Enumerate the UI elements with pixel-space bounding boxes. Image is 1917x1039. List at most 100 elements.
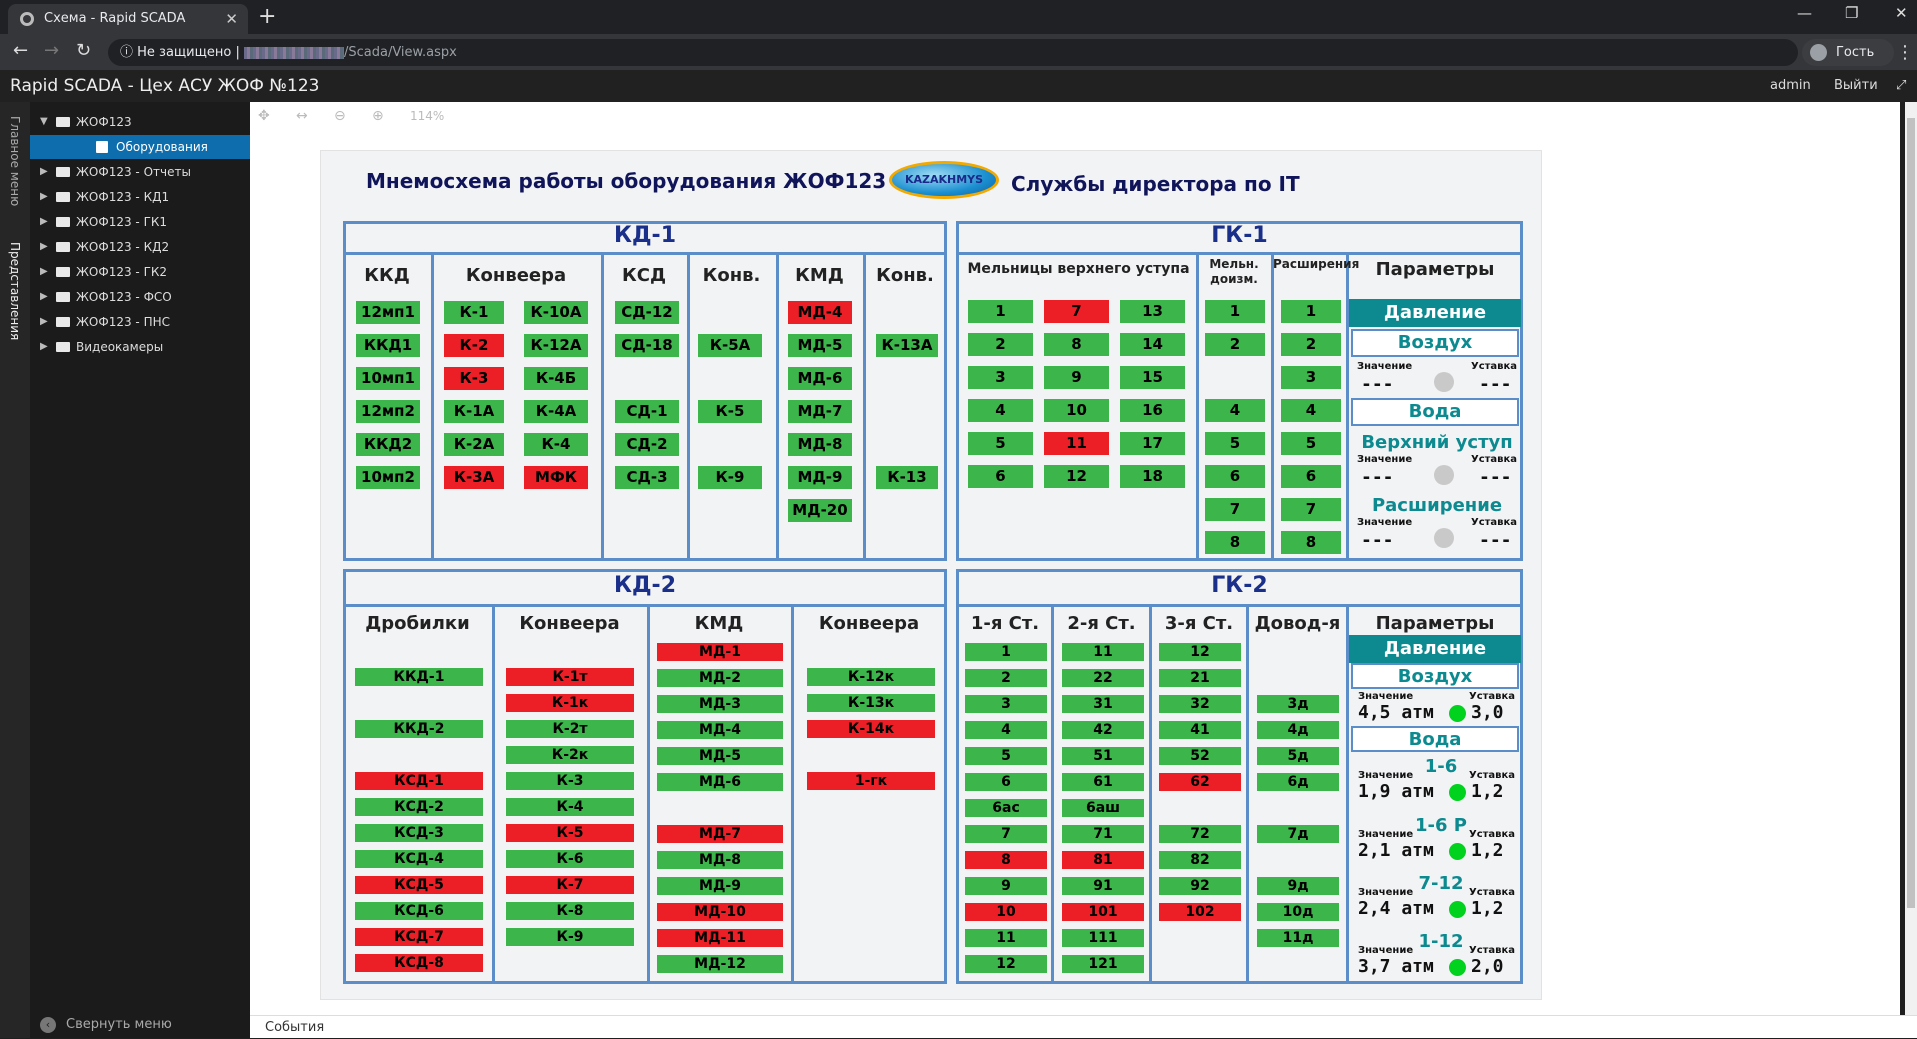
logout-link[interactable]: Выйти	[1834, 78, 1878, 93]
tree-item[interactable]: ▼ ЖОФ123	[30, 110, 250, 134]
forward-icon[interactable]: →	[44, 40, 60, 61]
mill-status: 6д	[1257, 773, 1339, 791]
tab-main-menu[interactable]: Главное меню	[8, 116, 22, 207]
tree-item-label: ЖОФ123 - ГК1	[76, 215, 168, 229]
equipment-status: К-3	[444, 367, 504, 390]
tree-item[interactable]: ▶ ЖОФ123 - КД1	[30, 185, 250, 209]
mill-status: 4д	[1257, 721, 1339, 739]
new-tab-button[interactable]: +	[258, 4, 277, 29]
chevron-right-icon[interactable]: ▶	[40, 316, 48, 327]
move-icon[interactable]: ✥	[258, 108, 270, 124]
chevron-down-icon[interactable]: ▼	[40, 116, 48, 127]
mill-status: 1	[1205, 300, 1265, 323]
equipment-status: К-12А	[524, 334, 588, 357]
equipment-status: МД-4	[657, 721, 783, 739]
zoom-in-icon[interactable]: ⊕	[372, 108, 384, 124]
mill-status: 3	[1281, 366, 1341, 389]
equipment-status: К-1А	[444, 400, 504, 423]
equipment-status: 12мп1	[356, 301, 420, 324]
divider	[492, 604, 495, 984]
scheme-subtitle: Службы директора по IT	[1011, 172, 1300, 196]
mill-status: 13	[1120, 300, 1185, 323]
header-params: Параметры	[1375, 613, 1495, 634]
equipment-status: ККД1	[356, 334, 420, 357]
address-input[interactable]: ⓘ Не защищено | /Scada/View.aspx	[108, 39, 1798, 66]
minimize-button[interactable]: —	[1797, 4, 1812, 22]
close-icon[interactable]: ✕	[225, 10, 238, 28]
folder-icon	[56, 117, 70, 127]
reload-icon[interactable]: ↻	[76, 40, 92, 61]
divider	[431, 252, 434, 561]
kd1-title: КД-1	[613, 223, 676, 248]
browser-tab[interactable]: Схема - Rapid SCADA ✕	[8, 4, 248, 34]
menu-icon[interactable]: ⋮	[1896, 42, 1914, 63]
mill-status: 4	[1281, 399, 1341, 422]
mill-status: 18	[1120, 465, 1185, 488]
chevron-right-icon[interactable]: ▶	[40, 191, 48, 202]
restore-button[interactable]: ❐	[1845, 4, 1859, 22]
setpoint-label: Уставка	[1469, 945, 1516, 956]
chevron-right-icon[interactable]: ▶	[40, 241, 48, 252]
mill-status: 81	[1062, 851, 1144, 869]
equipment-status: К-1т	[506, 668, 634, 686]
events-panel[interactable]: События	[250, 1015, 1917, 1038]
chevron-right-icon[interactable]: ▶	[40, 266, 48, 277]
mill-status: 8	[1281, 531, 1341, 554]
equipment-status: МД-12	[657, 955, 783, 973]
header-stage1: 1-я Ст.	[970, 613, 1040, 634]
value: ---	[1361, 374, 1394, 395]
mill-status: 6	[1281, 465, 1341, 488]
tree-item[interactable]: ▶ ЖОФ123 - Отчеты	[30, 160, 250, 184]
user-link[interactable]: admin	[1770, 78, 1811, 93]
scrollbar[interactable]	[1905, 102, 1917, 1015]
equipment-status: КСД-8	[355, 954, 483, 972]
equipment-status: 10мп2	[356, 466, 420, 489]
tree-item[interactable]: ▶ ЖОФ123 - ПНС	[30, 310, 250, 334]
divider	[776, 252, 779, 561]
profile-button[interactable]: Гость	[1802, 39, 1894, 66]
fullscreen-icon[interactable]: ⤢	[1896, 78, 1907, 93]
equipment-status: МД-9	[788, 466, 852, 489]
tree-item[interactable]: ▶ Видеокамеры	[30, 335, 250, 359]
gk2-panel	[956, 569, 1523, 984]
tree-item[interactable]: ▶ ЖОФ123 - ФСО	[30, 285, 250, 309]
tree-item[interactable]: ▶ ЖОФ123 - КД2	[30, 235, 250, 259]
column-header-kkd: ККД	[364, 265, 410, 286]
avatar-icon	[1810, 44, 1827, 61]
equipment-status: СД-1	[615, 400, 679, 423]
collapse-menu-button[interactable]: ‹ Свернуть меню	[40, 1017, 172, 1033]
mill-status: 6	[968, 465, 1033, 488]
equipment-status: СД-18	[615, 334, 679, 357]
scrollbar-thumb[interactable]	[1907, 118, 1915, 908]
tab-views[interactable]: Представления	[8, 242, 22, 341]
header-stage3: 3-я Ст.	[1164, 613, 1234, 634]
mill-status: 10	[1044, 399, 1109, 422]
equipment-status: ККД-1	[355, 668, 483, 686]
equipment-status: К-2	[444, 334, 504, 357]
divider	[956, 252, 1523, 255]
fit-width-icon[interactable]: ↔	[296, 108, 308, 124]
value: 2,1 атм	[1358, 840, 1434, 861]
zoom-out-icon[interactable]: ⊖	[334, 108, 346, 124]
setpoint: ---	[1479, 374, 1512, 395]
tree-item[interactable]: ▶ ЖОФ123 - ГК1	[30, 210, 250, 234]
equipment-status: 12мп2	[356, 400, 420, 423]
chevron-right-icon[interactable]: ▶	[40, 166, 48, 177]
value: 3,7 атм	[1358, 956, 1434, 977]
chevron-right-icon[interactable]: ▶	[40, 291, 48, 302]
value-label: Значение	[1358, 770, 1414, 781]
close-window-button[interactable]: ✕	[1895, 4, 1908, 22]
tree-item-label: ЖОФ123 - ПНС	[76, 315, 170, 329]
mill-status: 121	[1062, 955, 1144, 973]
tree-item[interactable]: Оборудования	[30, 135, 250, 159]
water-line-label: 1-6 Р	[1415, 815, 1467, 836]
chevron-right-icon[interactable]: ▶	[40, 341, 48, 352]
mill-status: 71	[1062, 825, 1144, 843]
folder-icon	[56, 292, 70, 302]
chevron-right-icon[interactable]: ▶	[40, 216, 48, 227]
value-label: Значение	[1357, 517, 1413, 528]
value: 1,9 атм	[1358, 781, 1434, 802]
tree-item[interactable]: ▶ ЖОФ123 - ГК2	[30, 260, 250, 284]
back-icon[interactable]: ←	[13, 40, 29, 61]
mill-status: 11	[1044, 432, 1109, 455]
